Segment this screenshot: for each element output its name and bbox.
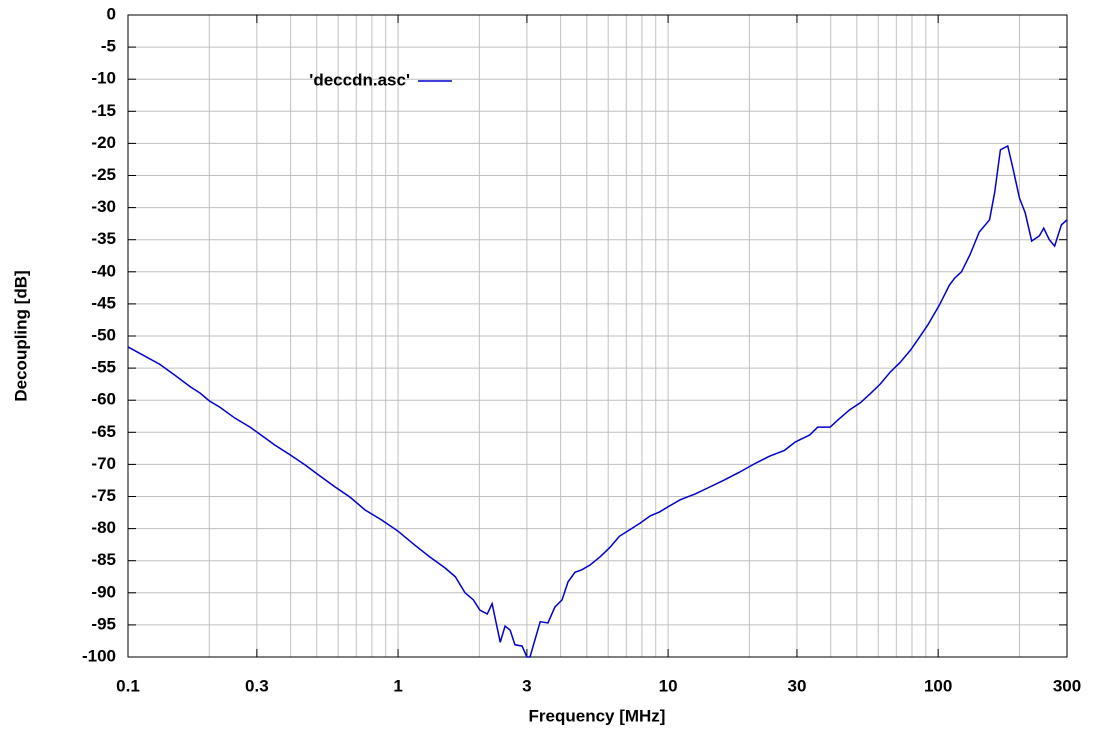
y-axis-label: Decoupling [dB] (11, 270, 30, 401)
y-tick-label: -100 (82, 646, 116, 665)
x-tick-label: 100 (924, 676, 952, 695)
x-tick-label: 3 (522, 676, 531, 695)
x-tick-label: 0.1 (116, 676, 140, 695)
y-tick-label: -10 (91, 69, 116, 88)
series-line (127, 144, 1068, 658)
y-tick-label: -65 (91, 422, 116, 441)
y-tick-label: -5 (101, 37, 116, 56)
y-tick-label: -60 (91, 390, 116, 409)
y-tick-label: -35 (91, 229, 116, 248)
x-axis-label: Frequency [MHz] (529, 706, 666, 725)
y-tick-label: -80 (91, 518, 116, 537)
legend-label: 'deccdn.asc' (309, 70, 410, 89)
x-tick-label: 1 (393, 676, 402, 695)
x-tick-label: 300 (1053, 676, 1081, 695)
x-tick-label: 0.3 (245, 676, 269, 695)
y-tick-label: -25 (91, 165, 116, 184)
y-tick-label: -70 (91, 454, 116, 473)
x-tick-label: 30 (787, 676, 806, 695)
y-tick-label: 0 (107, 4, 116, 23)
y-tick-label: -55 (91, 358, 116, 377)
y-tick-label: -40 (91, 261, 116, 280)
plot-frame (127, 14, 1068, 658)
y-tick-label: -45 (91, 293, 116, 312)
y-tick-label: -15 (91, 101, 116, 120)
y-tick-label: -75 (91, 486, 116, 505)
y-tick-label: -95 (91, 614, 116, 633)
x-tick-label: 10 (659, 676, 678, 695)
y-tick-label: -20 (91, 133, 116, 152)
y-tick-label: -30 (91, 197, 116, 216)
y-tick-label: -85 (91, 550, 116, 569)
y-tick-label: -50 (91, 325, 116, 344)
y-tick-label: -90 (91, 582, 116, 601)
